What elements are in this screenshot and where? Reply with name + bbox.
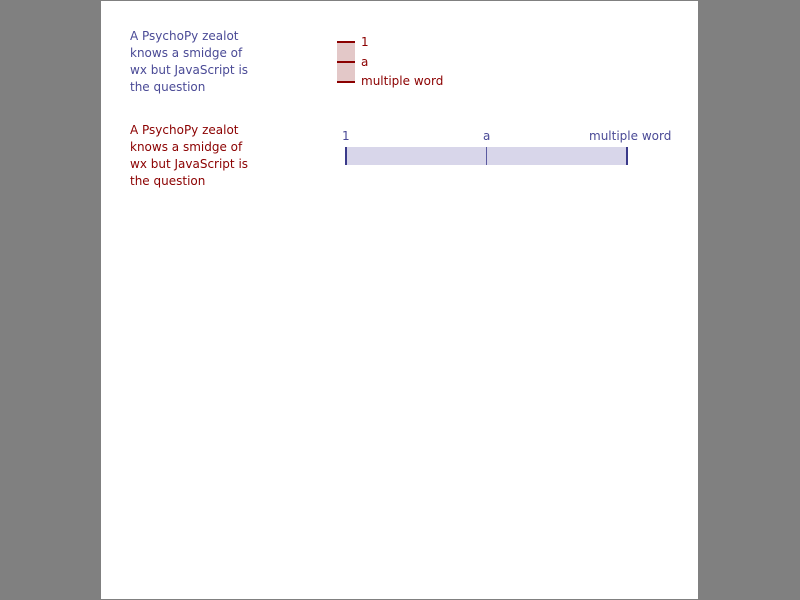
stimulus-window: A PsychoPy zealot knows a smidge of wx b… [101,1,698,599]
vertical-slider[interactable] [337,41,355,83]
vertical-slider-label-1: 1 [361,35,369,49]
horizontal-slider-tick-3[interactable] [626,147,628,165]
horizontal-slider[interactable] [345,147,628,165]
vertical-slider-tick-1[interactable] [337,41,355,43]
horizontal-slider-tick-2[interactable] [486,147,487,165]
horizontal-slider-tick-1[interactable] [345,147,347,165]
question-prompt-2: A PsychoPy zealot knows a smidge of wx b… [130,123,249,188]
question-prompt-1: A PsychoPy zealot knows a smidge of wx b… [130,29,249,94]
vertical-slider-label-3: multiple word [361,74,444,88]
vertical-slider-tick-2[interactable] [337,61,355,63]
horizontal-slider-label-2: a [483,129,491,143]
vertical-slider-label-2: a [361,55,369,69]
horizontal-slider-label-3: multiple word [589,129,672,143]
vertical-slider-tick-3[interactable] [337,81,355,83]
horizontal-slider-label-1: 1 [342,129,350,143]
